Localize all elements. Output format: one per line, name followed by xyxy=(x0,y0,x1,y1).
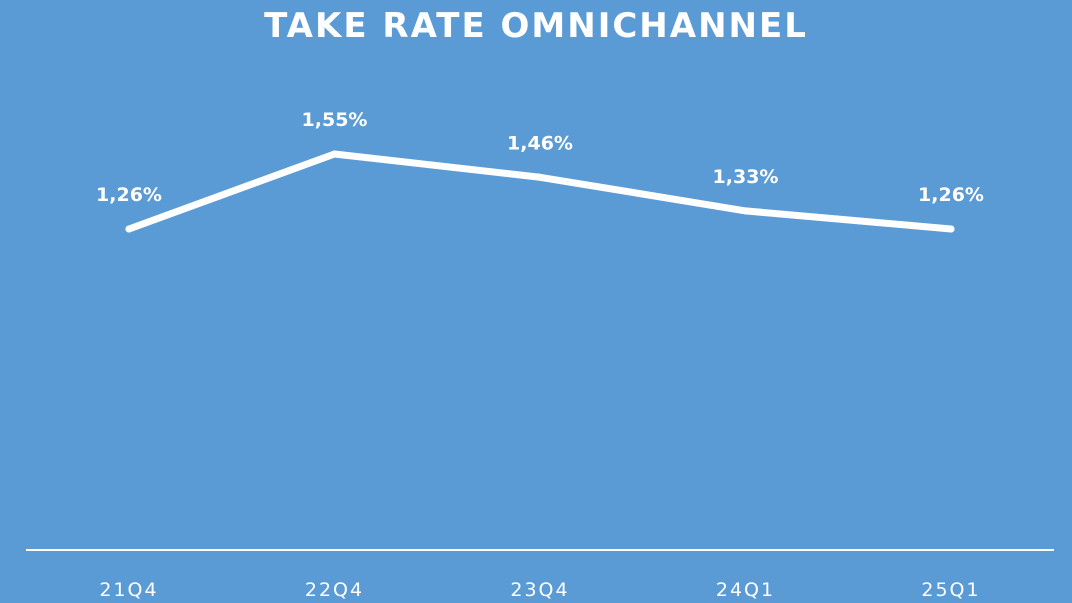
data-label-22Q4: 1,55% xyxy=(302,109,368,131)
x-axis-ticks: 21Q4 22Q4 23Q4 24Q1 25Q1 xyxy=(99,579,980,601)
series-layer xyxy=(125,150,955,233)
data-labels: 1,26% 1,55% 1,46% 1,33% 1,26% xyxy=(96,109,984,206)
data-point-21Q4 xyxy=(125,225,133,233)
x-tick-label-24Q1: 24Q1 xyxy=(716,579,775,601)
data-label-23Q4: 1,46% xyxy=(507,132,573,154)
data-label-21Q4: 1,26% xyxy=(96,184,162,206)
data-point-22Q4 xyxy=(331,150,338,158)
data-point-24Q1 xyxy=(742,207,749,215)
x-tick-label-23Q4: 23Q4 xyxy=(510,579,569,601)
chart-title: TAKE RATE OMNICHANNEL xyxy=(264,6,808,46)
data-label-24Q1: 1,33% xyxy=(713,166,779,188)
x-tick-label-21Q4: 21Q4 xyxy=(99,579,158,601)
x-tick-label-25Q1: 25Q1 xyxy=(921,579,980,601)
x-tick-label-22Q4: 22Q4 xyxy=(305,579,364,601)
data-point-25Q1 xyxy=(947,225,955,233)
data-point-23Q4 xyxy=(536,173,544,181)
data-label-25Q1: 1,26% xyxy=(918,184,984,206)
drop-lines xyxy=(128,154,952,550)
